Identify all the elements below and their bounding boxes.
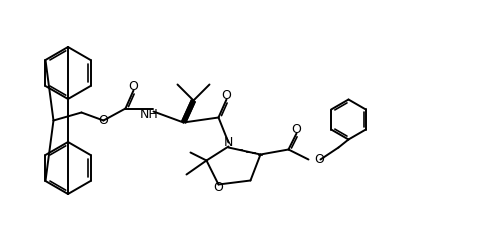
Text: N: N — [223, 136, 232, 149]
Text: O: O — [213, 181, 223, 194]
Text: O: O — [291, 123, 301, 136]
Text: O: O — [98, 114, 108, 127]
Text: NH: NH — [140, 108, 158, 121]
Text: O: O — [128, 80, 138, 93]
Text: O: O — [221, 89, 231, 102]
Text: O: O — [314, 153, 324, 166]
